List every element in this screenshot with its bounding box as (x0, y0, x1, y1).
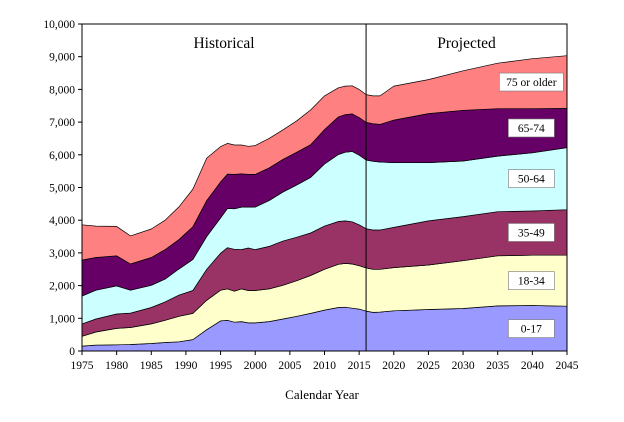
y-tick-label: 7,000 (49, 117, 75, 129)
y-tick-label: 6,000 (49, 150, 75, 162)
x-tick-label: 2010 (313, 360, 336, 372)
svg-text:65-74: 65-74 (518, 123, 545, 135)
series-label-65-74: 65-74 (508, 118, 555, 138)
x-tick-label: 1975 (71, 360, 94, 372)
x-tick-label: 2005 (278, 360, 301, 372)
y-tick-label: 0 (69, 346, 75, 358)
x-tick-label: 2045 (556, 360, 579, 372)
era-labels: Historical Projected (193, 35, 496, 52)
x-tick-label: 1985 (140, 360, 163, 372)
svg-text:75 or older: 75 or older (506, 77, 557, 89)
svg-text:18-34: 18-34 (518, 276, 545, 288)
x-tick-label: 2030 (452, 360, 475, 372)
y-tick-label: 1,000 (49, 313, 75, 325)
y-tick-label: 9,000 (49, 52, 75, 64)
x-axis-title: Calendar Year (285, 387, 359, 402)
x-tick-label: 1990 (174, 360, 197, 372)
x-tick-label: 2040 (521, 360, 544, 372)
y-tick-label: 3,000 (49, 248, 75, 260)
x-tick-label: 2025 (417, 360, 440, 372)
y-tick-label: 10,000 (43, 19, 75, 31)
x-tick-label: 1980 (105, 360, 128, 372)
series-label-50-64: 50-64 (508, 169, 555, 188)
y-tick-label: 2,000 (49, 281, 75, 293)
x-tick-label: 2015 (348, 360, 371, 372)
series-labels: 0-17 18-34 35-49 50-64 65-74 75 or older (499, 72, 564, 338)
series-label-0-17: 0-17 (508, 319, 555, 338)
svg-text:35-49: 35-49 (518, 227, 545, 239)
series-label-18-34: 18-34 (508, 271, 555, 290)
svg-text:50-64: 50-64 (518, 174, 545, 186)
series-areas (81, 55, 568, 352)
era-label-historical: Historical (193, 35, 254, 52)
x-axis-ticks: 1975 1980 1985 1990 1995 2000 2005 2010 2015 2020… (71, 351, 579, 372)
x-tick-label: 2000 (244, 360, 267, 372)
series-label-35-49: 35-49 (508, 223, 555, 242)
x-tick-label: 2020 (382, 360, 405, 372)
y-axis-ticks: 0 1,000 2,000 3,000 4,000 5,000 6,000 7,000 8,00… (43, 19, 82, 358)
era-label-projected: Projected (437, 35, 496, 52)
y-tick-label: 4,000 (49, 215, 75, 227)
x-tick-label: 2035 (486, 360, 509, 372)
svg-text:0-17: 0-17 (521, 324, 542, 336)
y-tick-label: 8,000 (49, 84, 75, 96)
x-tick-label: 1995 (209, 360, 232, 372)
y-tick-label: 5,000 (49, 183, 75, 195)
series-label-75-or-older: 75 or older (499, 72, 564, 92)
